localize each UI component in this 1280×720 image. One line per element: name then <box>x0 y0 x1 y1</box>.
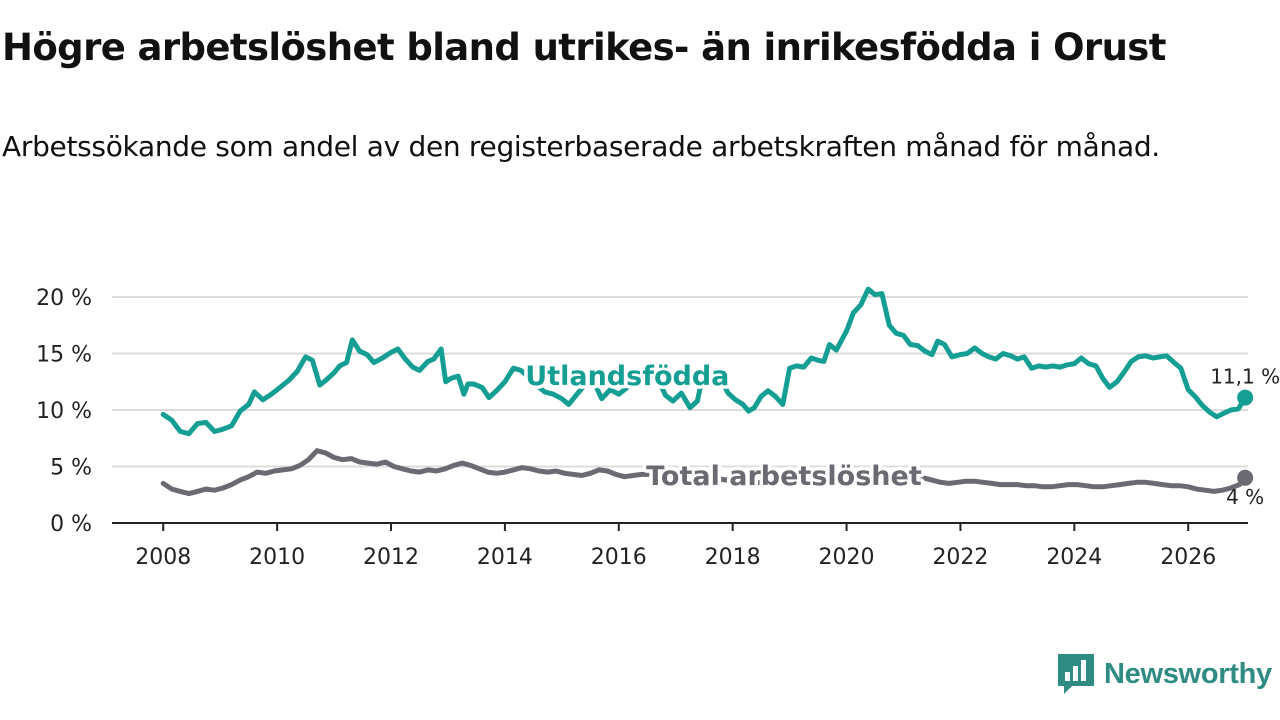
series-line-total <box>160 448 1248 497</box>
x-tick-label: 2018 <box>705 545 761 570</box>
x-tick-label: 2016 <box>591 545 647 570</box>
x-tick-label: 2024 <box>1046 545 1102 570</box>
y-tick-label: 15 % <box>36 343 92 368</box>
x-tick-label: 2014 <box>477 545 533 570</box>
end-value-label-total: 4 % <box>1226 485 1264 509</box>
y-tick-label: 5 % <box>50 456 92 481</box>
end-value-label-utlandsfodda: 11,1 % <box>1210 365 1280 389</box>
x-tick-label: 2022 <box>932 545 988 570</box>
y-tick-label: 0 % <box>50 512 92 537</box>
x-tick-label: 2010 <box>249 545 305 570</box>
series-label-total: Total arbetslöshet <box>646 461 922 492</box>
brand: Newsworthy <box>1058 654 1272 694</box>
newsworthy-logo-icon <box>1058 654 1094 694</box>
x-tick-label: 2012 <box>363 545 419 570</box>
y-tick-label: 20 % <box>36 286 92 311</box>
series-line-utlandsfodda <box>160 286 1248 437</box>
series-label-utlandsfodda: Utlandsfödda <box>525 361 729 392</box>
x-tick-label: 2026 <box>1160 545 1216 570</box>
chart-subtitle: Arbetssökande som andel av den registerb… <box>2 130 1160 163</box>
chart-title: Högre arbetslöshet bland utrikes- än inr… <box>2 26 1166 69</box>
x-tick-label: 2020 <box>819 545 875 570</box>
end-marker-utlandsfodda <box>1237 389 1254 406</box>
brand-name: Newsworthy <box>1104 657 1272 690</box>
y-tick-label: 10 % <box>36 399 92 424</box>
x-tick-label: 2008 <box>135 545 191 570</box>
end-marker-total <box>1237 469 1254 486</box>
